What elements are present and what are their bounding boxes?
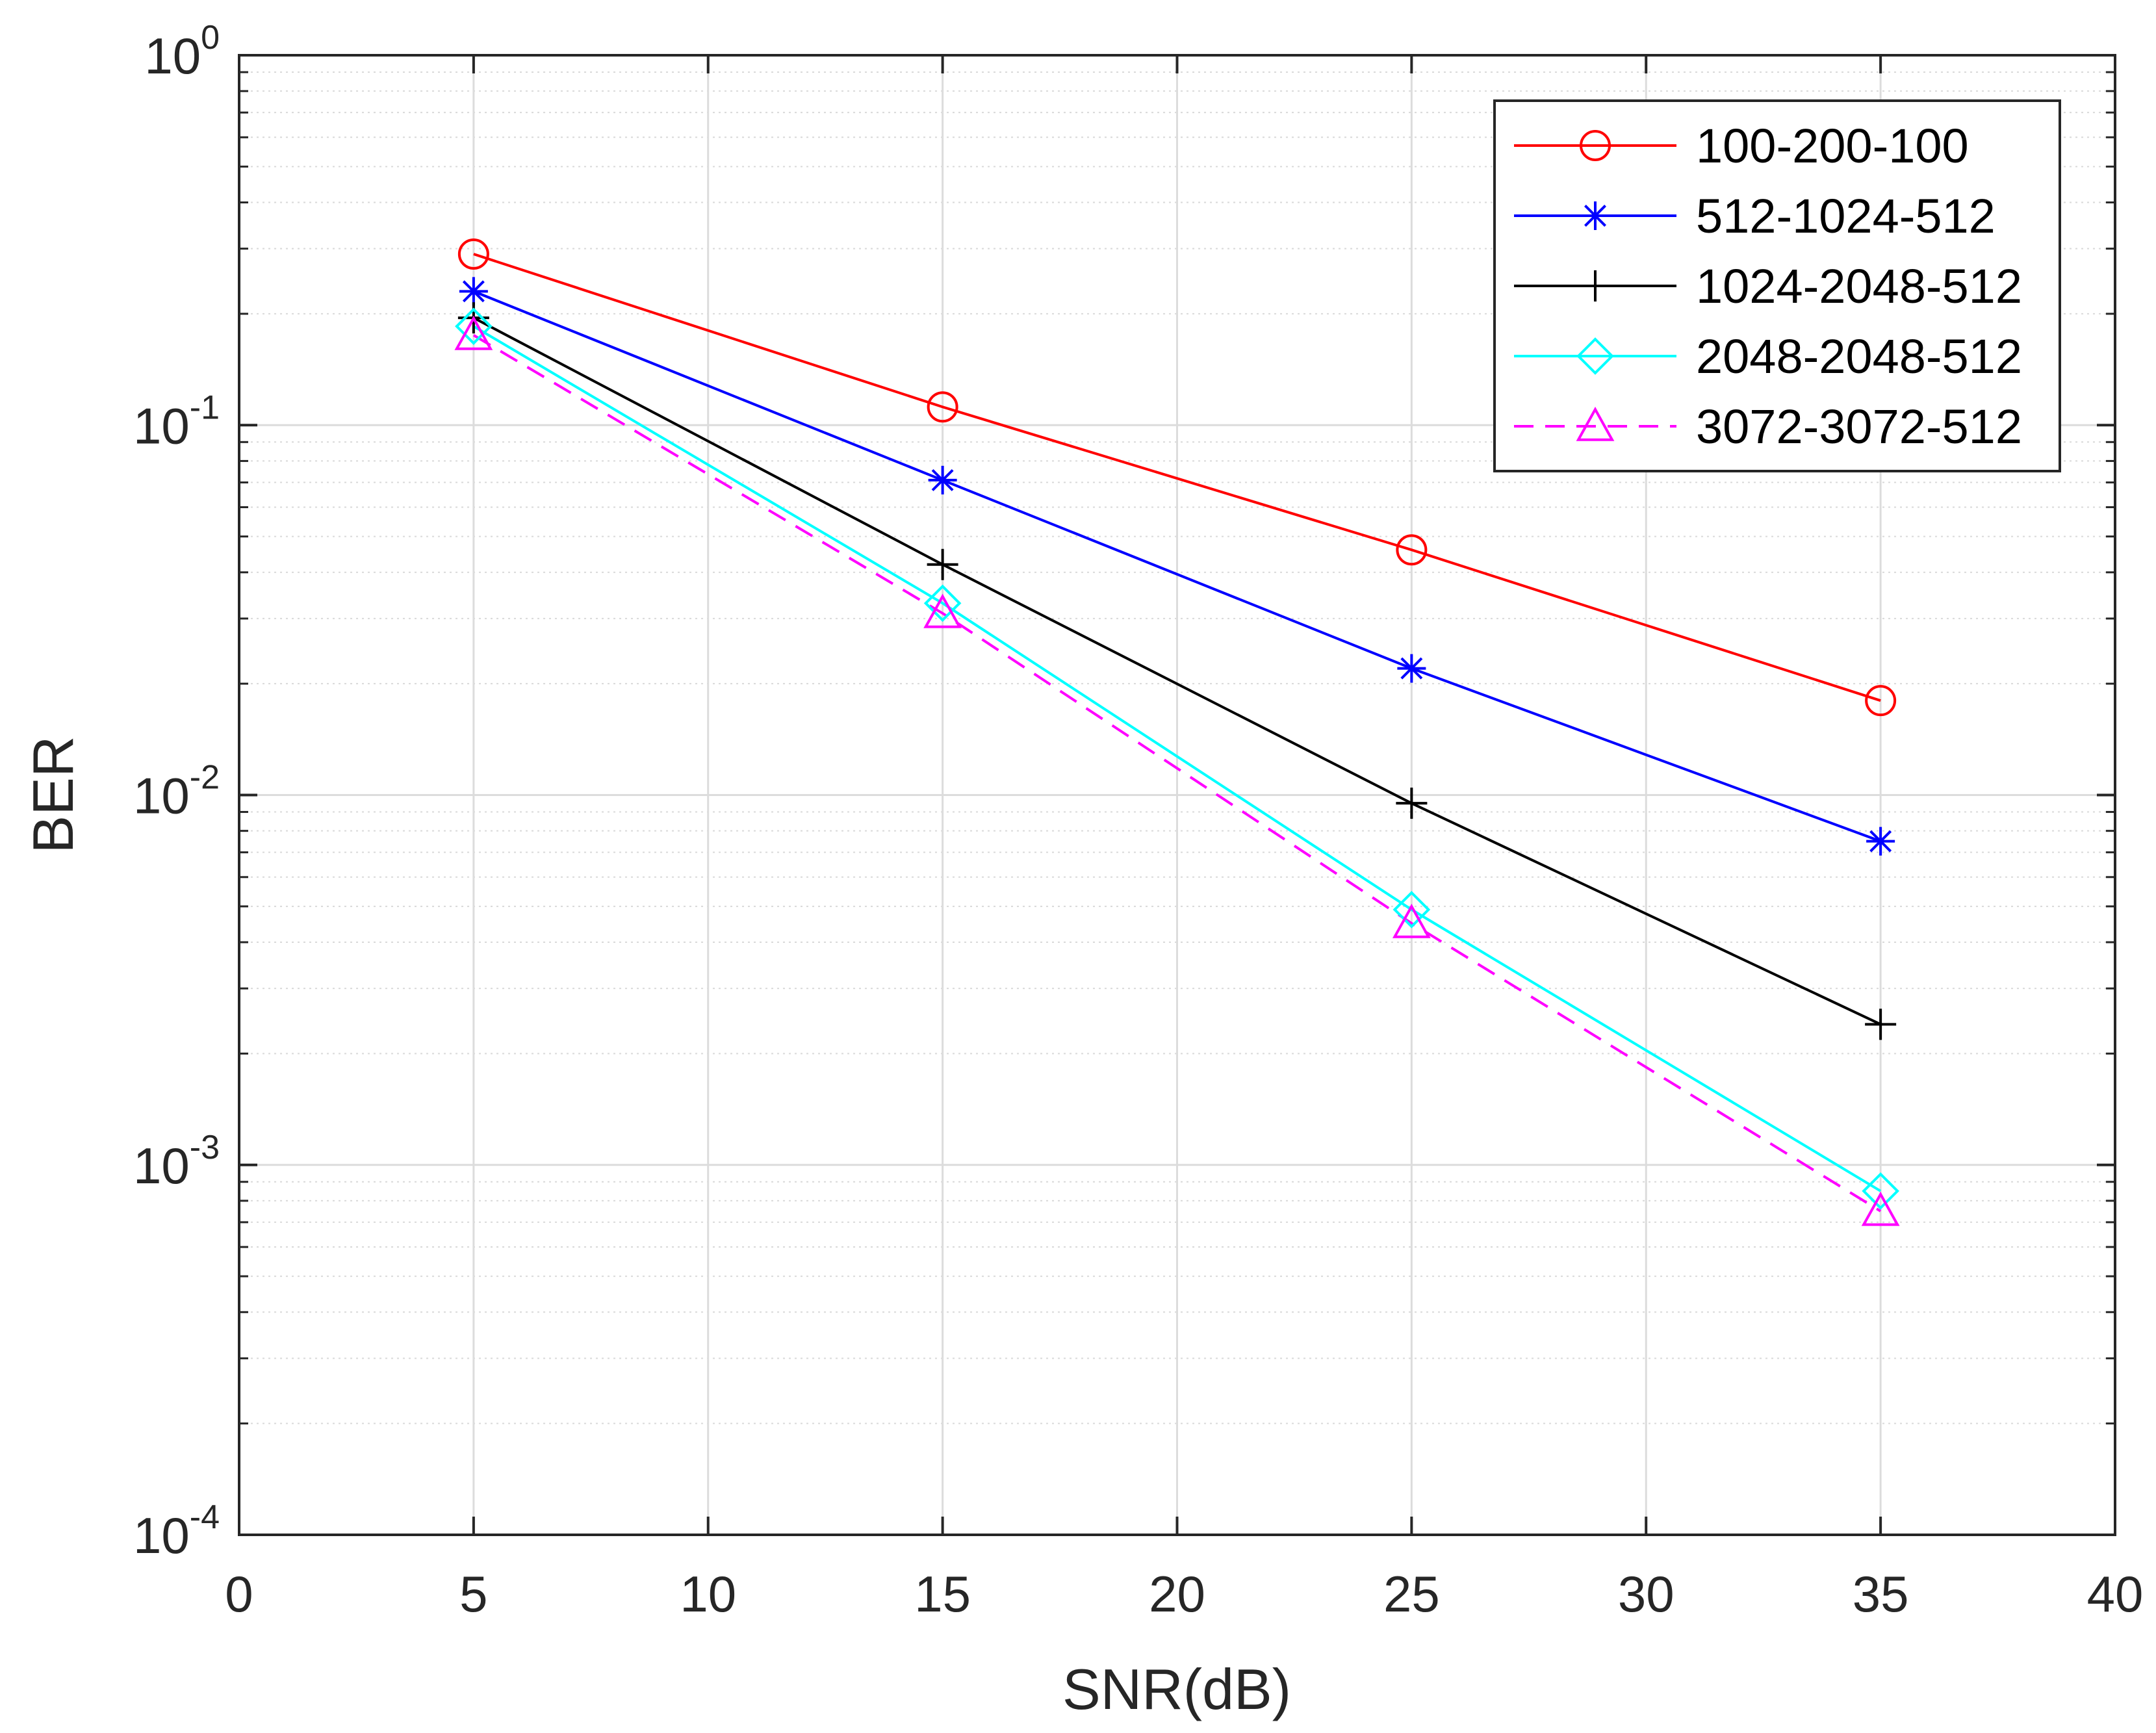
x-tick-label: 30	[1618, 1565, 1675, 1623]
y-tick-exponent: -3	[190, 1129, 220, 1166]
data-point	[1396, 534, 1428, 566]
data-point	[927, 548, 958, 580]
data-point	[1392, 903, 1431, 938]
series-markers	[454, 238, 1900, 1226]
y-axis-title: BER	[21, 736, 85, 854]
diamond-marker	[455, 307, 493, 345]
x-tick-label: 20	[1149, 1565, 1205, 1623]
y-tick-label: 10-3	[133, 1129, 220, 1194]
asterisk-stroke	[462, 280, 485, 303]
data-point	[1861, 1191, 1900, 1226]
legend-marker	[1581, 201, 1610, 230]
x-tick-label: 10	[680, 1565, 736, 1623]
y-tick-base: 10	[144, 27, 201, 84]
x-tick-label: 15	[914, 1565, 971, 1623]
triangle-marker	[1392, 903, 1431, 938]
diamond-marker	[1392, 891, 1431, 929]
legend: 100-200-100 512-1024-512 1024-2048-512 2048…	[1493, 99, 2061, 472]
y-tick-base: 10	[133, 397, 190, 454]
data-point	[1866, 827, 1895, 856]
asterisk-stroke	[1869, 830, 1892, 853]
data-point	[1865, 1008, 1897, 1040]
x-tick-label: 25	[1383, 1565, 1440, 1623]
y-tick-exponent: -2	[190, 759, 220, 797]
legend-marker	[1576, 406, 1615, 441]
x-tick-labels: 0 5 10 15 20 25 30 35 40	[225, 1565, 2143, 1623]
data-point	[1392, 891, 1431, 929]
x-tick-label: 35	[1853, 1565, 1909, 1623]
circle-marker	[927, 391, 958, 423]
y-tick-label: 10-4	[133, 1498, 220, 1564]
circle-marker	[1396, 534, 1428, 566]
x-tick-label: 0	[225, 1565, 253, 1623]
triangle-marker	[1861, 1191, 1900, 1226]
triangle-marker	[1576, 406, 1615, 441]
data-point	[1865, 685, 1897, 717]
y-tick-base: 10	[133, 1507, 190, 1564]
y-tick-base: 10	[133, 1137, 190, 1194]
data-point	[1397, 654, 1426, 683]
asterisk-stroke	[931, 469, 954, 491]
x-tick-label: 5	[459, 1565, 487, 1623]
y-tick-base: 10	[133, 767, 190, 825]
y-tick-exponent: 0	[201, 19, 220, 57]
series-line	[472, 334, 1882, 1213]
legend-marker	[1580, 130, 1611, 161]
y-tick-exponent: -1	[190, 389, 220, 426]
circle-marker	[457, 238, 489, 270]
series-line	[472, 316, 1881, 1026]
y-tick-label: 10-2	[133, 759, 220, 825]
circle-marker	[1580, 130, 1611, 161]
data-point	[455, 307, 493, 345]
x-tick-label: 40	[2087, 1565, 2144, 1623]
asterisk-stroke	[1400, 657, 1423, 680]
circle-marker	[1865, 685, 1897, 717]
series-line	[473, 253, 1881, 702]
diamond-marker	[1576, 337, 1614, 375]
legend-label: 1024-2048-512	[1696, 259, 2022, 313]
data-point	[457, 238, 489, 270]
asterisk-stroke	[1584, 205, 1606, 227]
legend-marker	[1576, 337, 1614, 375]
data-point	[459, 277, 488, 306]
legend-label: 512-1024-512	[1696, 189, 1996, 243]
data-point	[454, 315, 493, 350]
data-point	[923, 584, 962, 623]
diamond-marker	[1862, 1172, 1899, 1210]
triangle-marker	[923, 593, 962, 628]
series-lines	[472, 253, 1882, 1213]
legend-label: 2048-2048-512	[1696, 329, 2022, 383]
legend-label: 3072-3072-512	[1696, 400, 2022, 454]
data-point	[927, 391, 958, 423]
legend-marker	[1580, 270, 1611, 302]
y-tick-label: 100	[144, 19, 220, 84]
y-tick-label: 10-1	[133, 389, 220, 454]
legend-label: 100-200-100	[1696, 119, 1969, 173]
axis-ticks	[238, 54, 2116, 1536]
series-line	[472, 325, 1882, 1192]
diamond-marker	[923, 584, 962, 623]
data-point	[923, 593, 962, 628]
series-line	[473, 290, 1881, 843]
triangle-marker	[454, 315, 493, 350]
y-tick-exponent: -4	[190, 1498, 220, 1536]
data-point	[1396, 788, 1428, 819]
data-point	[928, 465, 957, 494]
x-axis-title: SNR(dB)	[1062, 1657, 1291, 1721]
data-point	[1862, 1172, 1899, 1210]
